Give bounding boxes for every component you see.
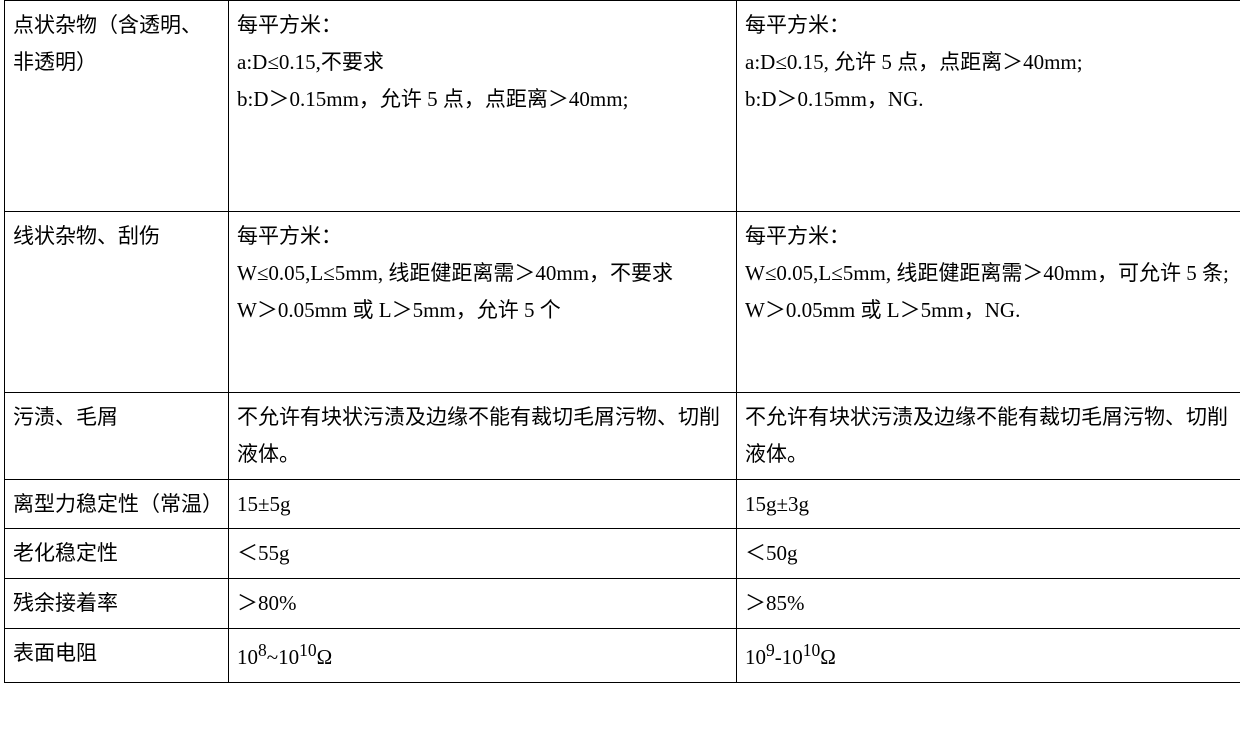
cell-spec-a: 每平方米：a:D≤0.15,不要求b:D＞0.15mm，允许 5 点，点距离＞4… <box>229 1 737 212</box>
cell-spec-b: 109-1010Ω <box>737 628 1240 682</box>
cell-spec-a: 每平方米：W≤0.05,L≤5mm, 线距健距离需＞40mm，不要求W＞0.05… <box>229 212 737 393</box>
cell-text: 109-1010Ω <box>745 645 836 669</box>
cell-spec-a: 108~1010Ω <box>229 628 737 682</box>
cell-spec-b: 每平方米：a:D≤0.15, 允许 5 点，点距离＞40mm;b:D＞0.15m… <box>737 1 1240 212</box>
cell-text: ＞80% <box>237 591 297 615</box>
cell-text: 离型力稳定性（常温） <box>13 492 223 516</box>
table-row: 残余接着率 ＞80% ＞85% <box>5 579 1240 629</box>
table-row: 点状杂物（含透明、非透明） 每平方米：a:D≤0.15,不要求b:D＞0.15m… <box>5 1 1240 212</box>
cell-text: 表面电阻 <box>13 641 97 665</box>
cell-param: 污渍、毛屑 <box>5 393 229 480</box>
cell-param: 老化稳定性 <box>5 529 229 579</box>
cell-text: 线状杂物、刮伤 <box>13 224 160 248</box>
page-wrap: 点状杂物（含透明、非透明） 每平方米：a:D≤0.15,不要求b:D＞0.15m… <box>0 0 1240 740</box>
table-row: 污渍、毛屑 不允许有块状污渍及边缘不能有裁切毛屑污物、切削液体。 不允许有块状污… <box>5 393 1240 480</box>
table-row: 线状杂物、刮伤 每平方米：W≤0.05,L≤5mm, 线距健距离需＞40mm，不… <box>5 212 1240 393</box>
cell-text: 每平方米：a:D≤0.15,不要求b:D＞0.15mm，允许 5 点，点距离＞4… <box>237 13 628 111</box>
cell-text: 污渍、毛屑 <box>13 405 118 429</box>
cell-text: ＜50g <box>745 541 798 565</box>
table-row: 离型力稳定性（常温） 15±5g 15g±3g <box>5 479 1240 529</box>
cell-text: 残余接着率 <box>13 591 118 615</box>
cell-text: ＜55g <box>237 541 290 565</box>
cell-param: 点状杂物（含透明、非透明） <box>5 1 229 212</box>
cell-text: 108~1010Ω <box>237 645 332 669</box>
cell-param: 表面电阻 <box>5 628 229 682</box>
cell-text: ＞85% <box>745 591 805 615</box>
cell-text: 15g±3g <box>745 492 809 516</box>
cell-param: 离型力稳定性（常温） <box>5 479 229 529</box>
cell-spec-b: ＜50g <box>737 529 1240 579</box>
table-row: 老化稳定性 ＜55g ＜50g <box>5 529 1240 579</box>
cell-text: 15±5g <box>237 492 291 516</box>
cell-text: 不允许有块状污渍及边缘不能有裁切毛屑污物、切削液体。 <box>237 405 720 466</box>
cell-param: 残余接着率 <box>5 579 229 629</box>
cell-text: 老化稳定性 <box>13 541 118 565</box>
cell-text: 不允许有块状污渍及边缘不能有裁切毛屑污物、切削液体。 <box>745 405 1228 466</box>
table-row: 表面电阻 108~1010Ω 109-1010Ω <box>5 628 1240 682</box>
cell-spec-a: ＞80% <box>229 579 737 629</box>
cell-spec-b: ＞85% <box>737 579 1240 629</box>
cell-spec-b: 不允许有块状污渍及边缘不能有裁切毛屑污物、切削液体。 <box>737 393 1240 480</box>
cell-spec-a: 15±5g <box>229 479 737 529</box>
cell-spec-b: 每平方米：W≤0.05,L≤5mm, 线距健距离需＞40mm，可允许 5 条;W… <box>737 212 1240 393</box>
cell-spec-a: ＜55g <box>229 529 737 579</box>
cell-spec-a: 不允许有块状污渍及边缘不能有裁切毛屑污物、切削液体。 <box>229 393 737 480</box>
cell-spec-b: 15g±3g <box>737 479 1240 529</box>
cell-text: 点状杂物（含透明、非透明） <box>13 13 202 74</box>
spec-table: 点状杂物（含透明、非透明） 每平方米：a:D≤0.15,不要求b:D＞0.15m… <box>4 0 1240 683</box>
cell-text: 每平方米：W≤0.05,L≤5mm, 线距健距离需＞40mm，不要求W＞0.05… <box>237 224 673 322</box>
cell-param: 线状杂物、刮伤 <box>5 212 229 393</box>
cell-text: 每平方米：W≤0.05,L≤5mm, 线距健距离需＞40mm，可允许 5 条;W… <box>745 224 1229 322</box>
cell-text: 每平方米：a:D≤0.15, 允许 5 点，点距离＞40mm;b:D＞0.15m… <box>745 13 1083 111</box>
